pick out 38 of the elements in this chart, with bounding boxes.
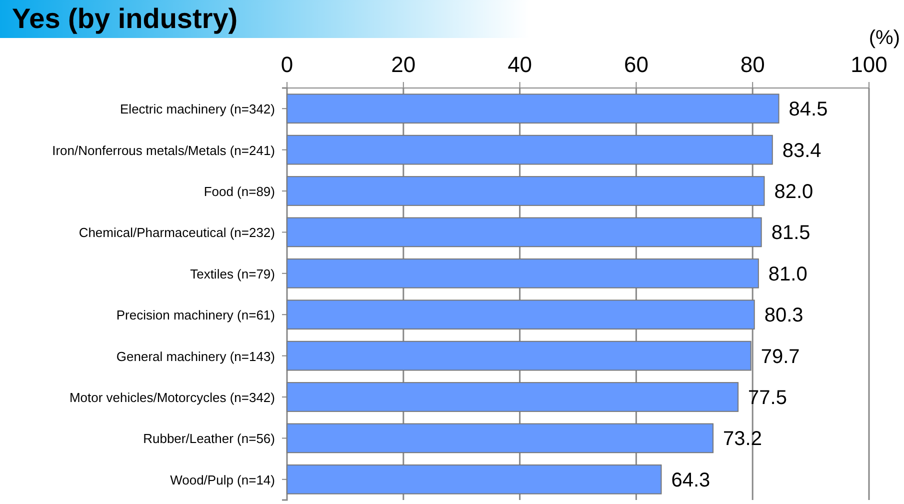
y-tick-label: Chemical/Pharmaceutical (n=232) [78,225,275,240]
data-label: 81.5 [771,222,810,244]
data-label: 73.2 [723,428,762,450]
y-tick-label: Electric machinery (n=342) [120,102,275,117]
y-tick-label: General machinery (n=143) [116,348,275,364]
bar [286,464,662,494]
data-label: 84.5 [788,98,828,121]
x-axis-title: (%) [868,27,900,49]
bar [286,134,773,165]
bar [286,94,780,124]
data-label: 77.5 [748,387,787,409]
data-label: 80.3 [764,304,804,327]
x-tick-label: 100 [850,52,888,77]
x-tick-label: 60 [624,52,648,77]
y-tick-label: Wood/Pulp (n=14) [170,472,275,488]
x-tick-label: 80 [740,52,765,77]
x-tick-label: 40 [508,52,532,77]
y-tick-label: Rubber/Leather (n=56) [143,431,275,446]
y-tick-label: Iron/Nonferrous metals/Metals (n=241) [52,142,275,158]
bar [286,176,765,206]
x-tick-label: 20 [391,52,416,77]
chart-title: Yes (by industry) [12,3,238,34]
bar [286,300,755,330]
bar [286,340,752,371]
bar [286,258,759,288]
data-label: 81.0 [768,263,808,286]
bar [286,382,739,412]
data-label: 64.3 [671,469,710,492]
data-label: 82.0 [774,181,814,203]
y-tick-label: Precision machinery (n=61) [116,308,275,323]
y-tick-label: Food (n=89) [204,184,275,199]
data-label: 83.4 [782,140,822,162]
data-label: 79.7 [760,346,800,368]
x-tick-label: 0 [280,52,294,77]
bar [286,217,762,248]
y-tick-label: Motor vehicles/Motorcycles (n=342) [69,390,275,405]
bar [286,423,714,454]
y-tick-label: Textiles (n=79) [190,266,275,282]
